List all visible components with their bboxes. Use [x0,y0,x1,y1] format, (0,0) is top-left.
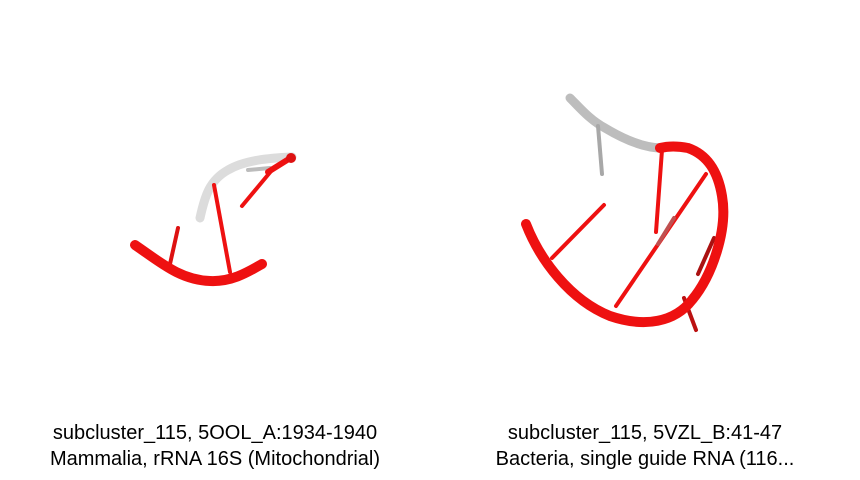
rna-structure-5vzl [521,93,729,332]
highlight-backbone [130,240,267,287]
context-backbone [565,93,667,153]
strand-terminus [286,153,296,163]
caption-line-1: subcluster_115, 5VZL_B:41-47 [507,422,783,444]
caption-line-1: subcluster_115, 5OOL_A:1934-1940 [52,422,378,444]
base-stick [240,168,274,208]
caption-right: subcluster_115, 5VZL_B:41-47 Bacteria, s… [430,420,860,472]
structure-panel-right: subcluster_115, 5VZL_B:41-47 Bacteria, s… [430,0,860,480]
base-stick [656,216,676,246]
base-stick [168,226,180,266]
caption-left: subcluster_115, 5OOL_A:1934-1940 Mammali… [0,420,430,472]
highlight-backbone [521,141,729,327]
base-stick [654,148,664,234]
base-stick [550,203,606,260]
base-stick [212,183,232,274]
context-backbone [195,152,297,223]
context-base-stick [246,166,272,172]
base-stick [696,236,716,276]
structure-panel-left: subcluster_115, 5OOL_A:1934-1940 Mammali… [0,152,430,472]
rna-structure-5ool [130,152,297,287]
caption-line-2: Bacteria, single guide RNA (116... [495,448,795,470]
caption-line-2: Mammalia, rRNA 16S (Mitochondrial) [49,448,381,470]
context-base-stick [596,124,604,176]
